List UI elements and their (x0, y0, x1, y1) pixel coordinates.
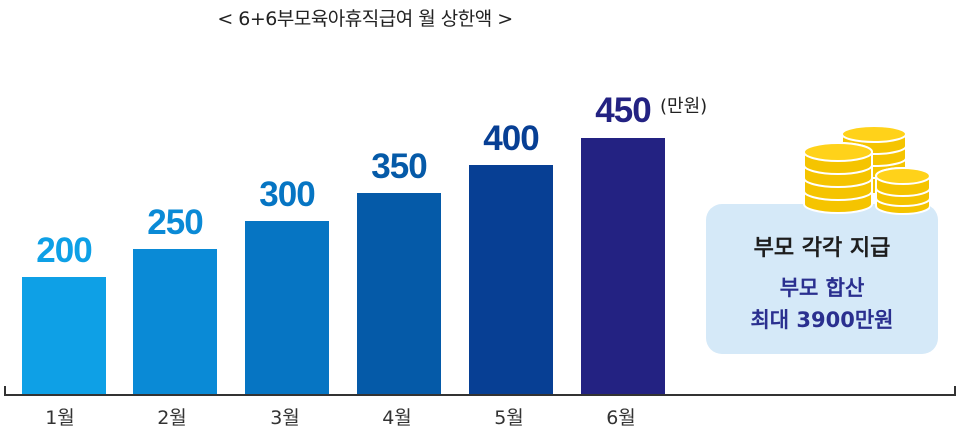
unit-label: (만원) (660, 96, 708, 117)
x-label-6: 6월 (606, 407, 636, 429)
x-axis (4, 394, 956, 396)
callout-line-3: 최대 3900만원 (750, 308, 894, 332)
x-label-5: 5월 (494, 407, 524, 429)
value-label-1: 200 (36, 231, 92, 270)
value-label-5: 400 (483, 119, 539, 158)
bar-month-2 (133, 249, 217, 395)
callout-line-2: 부모 합산 (779, 276, 865, 300)
x-label-4: 4월 (382, 407, 412, 429)
chart-title: < 6+6부모육아휴직급여 월 상한액 > (217, 8, 513, 30)
value-label-2: 250 (147, 203, 203, 242)
axis-tick-left (4, 386, 6, 396)
x-label-3: 3월 (270, 407, 300, 429)
callout-box: 부모 각각 지급 부모 합산 최대 3900만원 (706, 204, 938, 354)
value-label-3: 300 (259, 175, 315, 214)
value-label-4: 350 (371, 147, 427, 186)
bar-month-4 (357, 193, 441, 395)
bar-month-5 (469, 165, 553, 395)
value-label-6: 450 (595, 91, 651, 130)
bar-month-6 (581, 138, 665, 395)
callout-line-1: 부모 각각 지급 (753, 236, 891, 261)
x-label-2: 2월 (157, 407, 187, 429)
bar-month-1 (22, 277, 106, 395)
x-label-1: 1월 (45, 407, 75, 429)
bar-month-3 (245, 221, 329, 395)
coin-stack-icon (803, 125, 930, 215)
axis-tick-right (954, 386, 956, 396)
